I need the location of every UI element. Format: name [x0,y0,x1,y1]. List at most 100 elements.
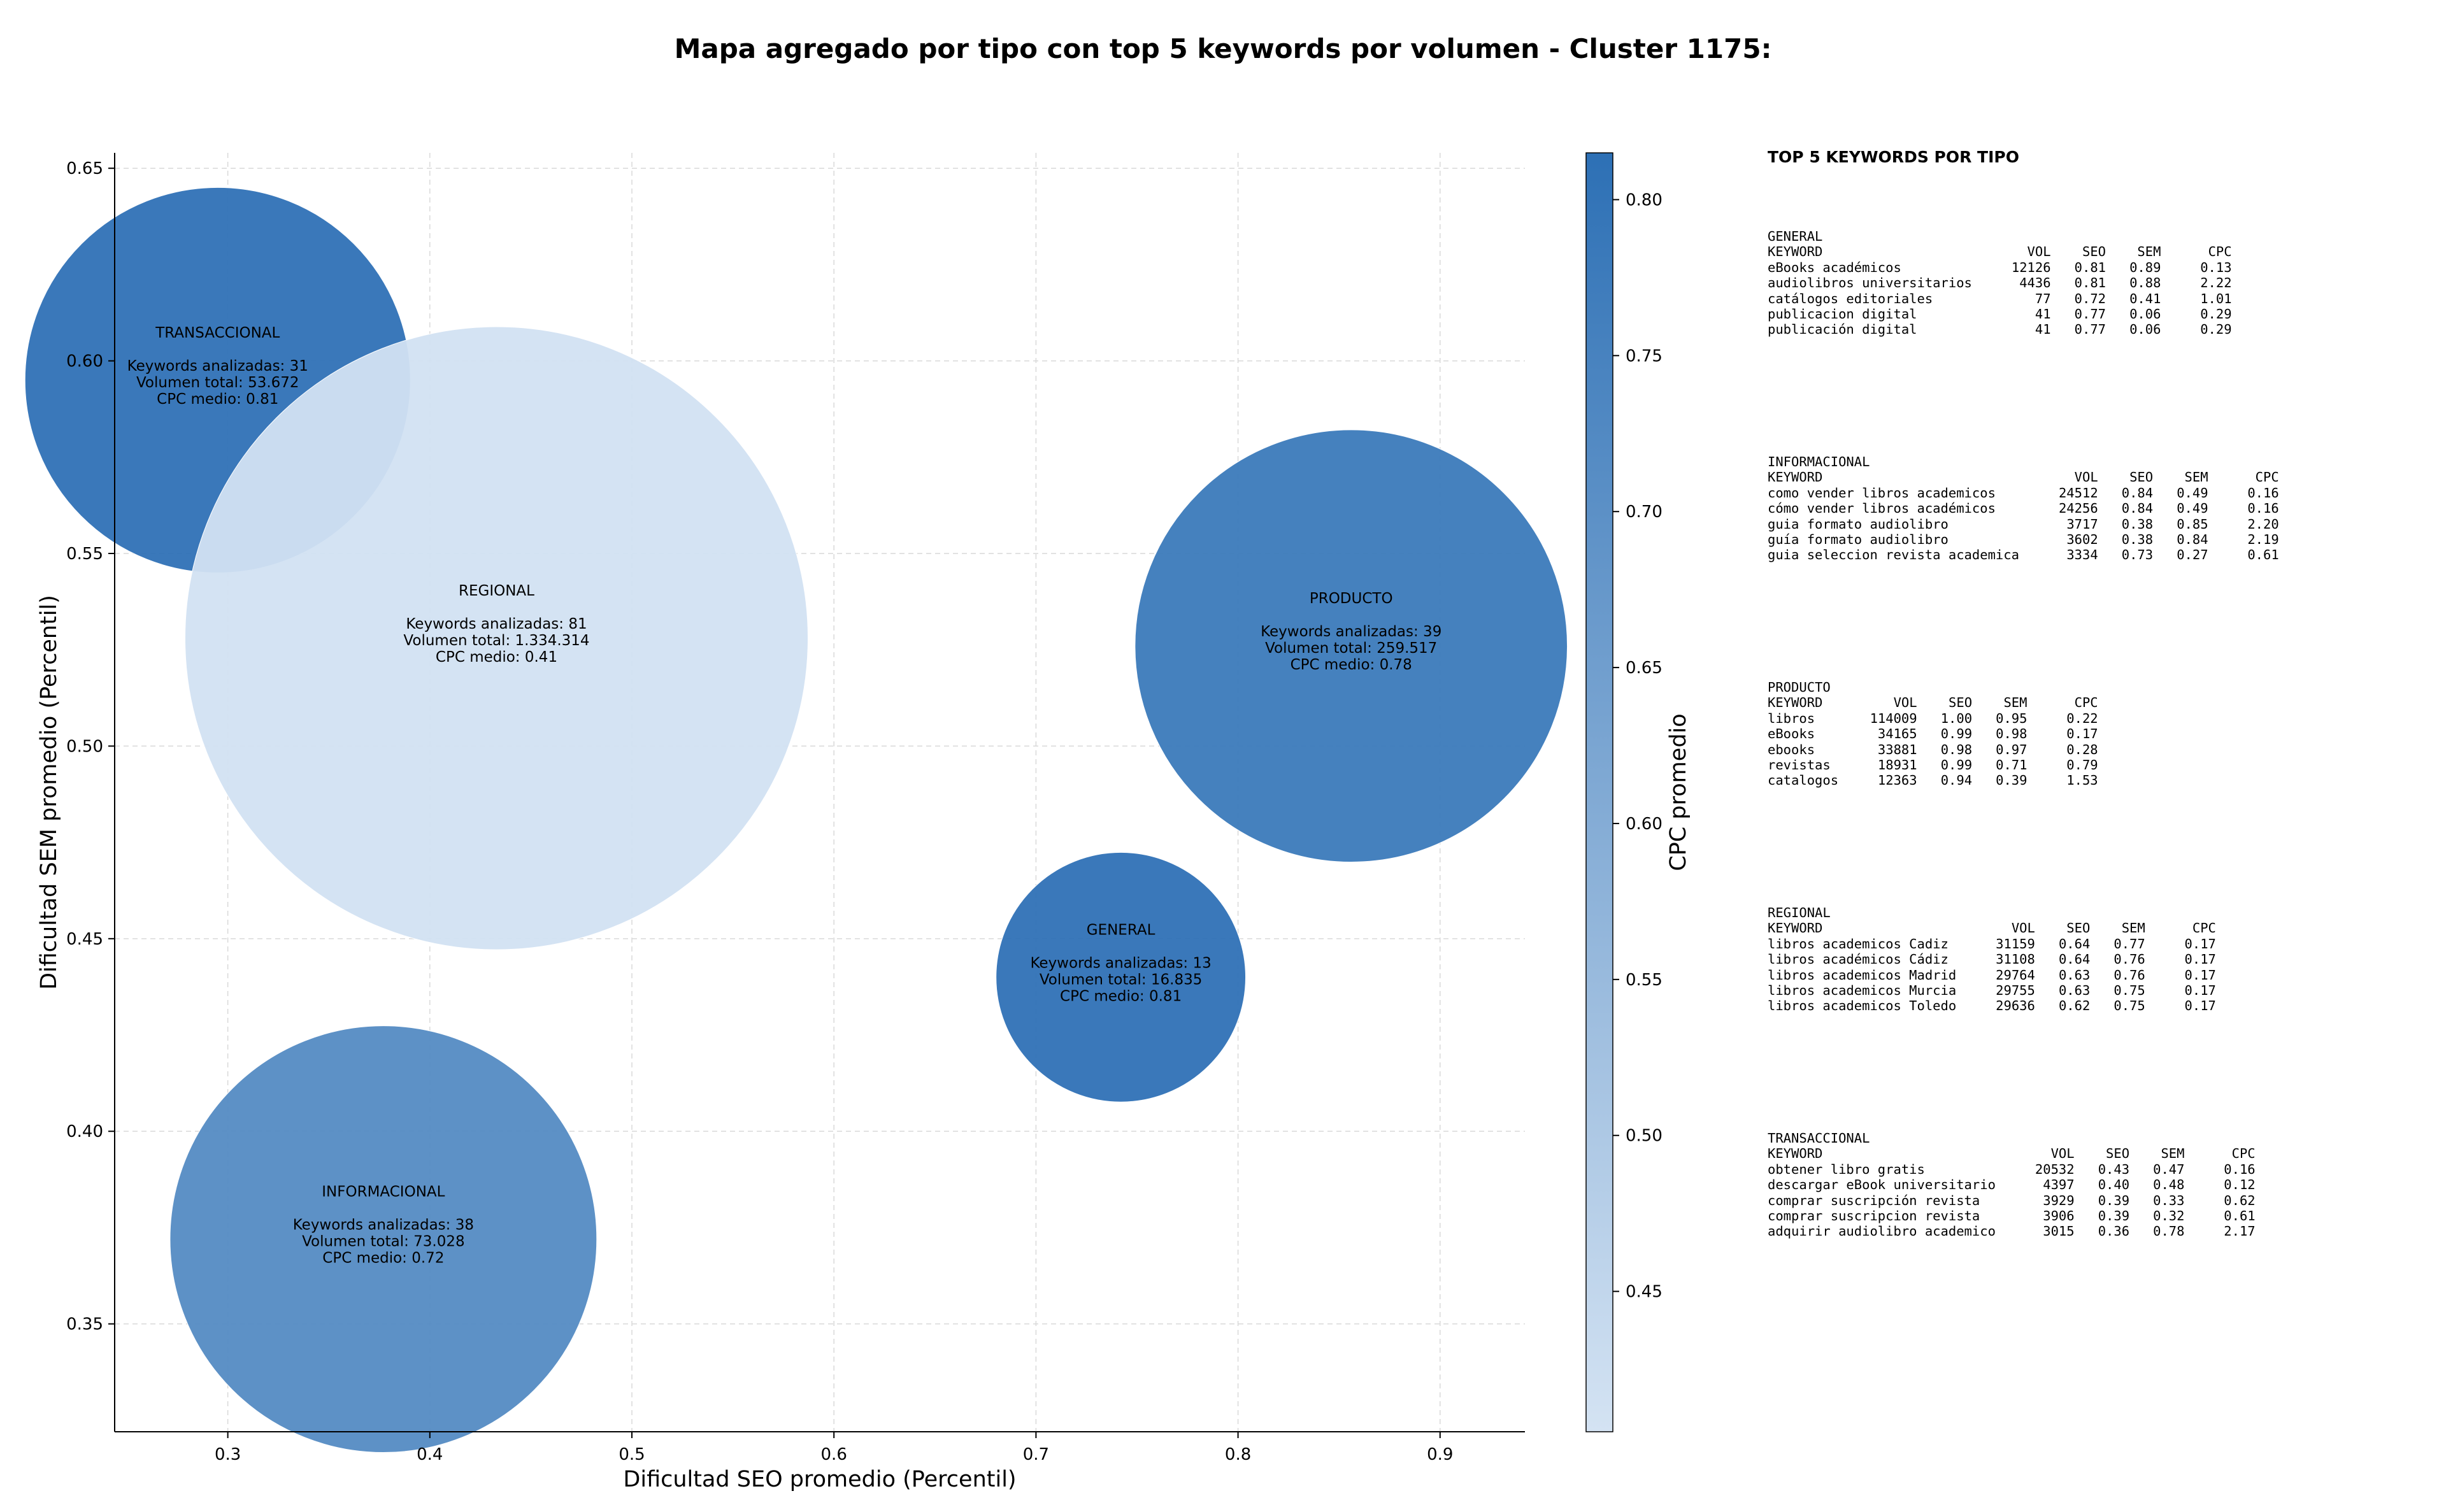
keyword-cell: 77 [2035,290,2051,306]
keyword-cell: 24512 [2058,485,2098,501]
keyword-cell: 0.94 [1940,773,1973,788]
keyword-cell: 0.88 [2129,275,2161,291]
keyword-cell: 41 [2035,306,2051,322]
bubble-label-volume-label: Volumen total: 53.672 [136,374,299,391]
keyword-cell: 0.39 [2098,1192,2130,1208]
keyword-cell: 0.39 [2098,1208,2130,1223]
keyword-row: como vender libros academicos 24512 0.84 0.… [1768,485,2430,501]
keyword-row: libros académicos Cádiz 31108 0.64 0.76 0.17 [1768,952,2430,967]
keyword-cell: 1.00 [1940,710,1973,726]
keyword-cell: 0.85 [2177,516,2208,532]
colorbar-tick-label: 0.55 [1626,971,1663,990]
keyword-header-cell: SEM [2161,1146,2185,1162]
keyword-header-cell: VOL [2050,1146,2075,1162]
keyword-header-cell: CPC [2255,469,2279,485]
ticks: 0.3 0.4 0.5 0.6 0.7 0.8 0.9 0.35 0.40 0.45 0.50 0.5… [66,159,1453,1464]
y-tick-label: 0.65 [66,159,103,178]
bubble-label-keywords-label: Keywords analizadas: 39 [1261,624,1441,640]
x-tick-label: 0.7 [1023,1445,1049,1464]
bubble-label-cpc-label: CPC medio: 0.78 [1291,657,1412,673]
keyword-group-general: GENERAL KEYWORD VOL SEO SEM CPC eBooks académi… [1768,229,2430,454]
keyword-cell: 0.17 [2184,967,2216,983]
bubble-label-volume-label: Volumen total: 259.517 [1265,640,1437,657]
keyword-cell: 0.17 [2184,952,2216,967]
keyword-cell: catalogos [1768,773,1839,788]
keyword-row: eBooks 34165 0.99 0.98 0.17 [1768,726,2430,741]
keyword-cell: 3015 [2043,1223,2075,1239]
keyword-cell: eBooks [1768,726,1815,742]
keyword-cell: 0.73 [2121,547,2154,563]
keyword-cell: 0.17 [2184,982,2216,998]
keyword-cell: 0.47 [2153,1161,2185,1177]
keyword-row: ebooks 33881 0.98 0.97 0.28 [1768,742,2430,757]
keyword-cell: 0.41 [2129,290,2161,306]
keyword-row: guia seleccion revista academica 3334 0.73… [1768,547,2430,562]
keyword-cell: 34165 [1877,726,1917,742]
axes [114,153,1525,1432]
bubble-label-cpc-label: CPC medio: 0.81 [1060,988,1182,1004]
x-tick-label: 0.6 [821,1445,847,1464]
keyword-header-cell: KEYWORD [1768,1146,1823,1162]
keyword-row: adquirir audiolibro academico 3015 0.36 0.7… [1768,1223,2430,1239]
keyword-header-cell: SEO [2129,469,2154,485]
keyword-cell: descargar eBook universitario [1768,1177,1996,1193]
keyword-row: libros academicos Cadiz 31159 0.64 0.77 0.17 [1768,936,2430,952]
keyword-row: comprar suscripcion revista 3906 0.39 0.32 0… [1768,1208,2430,1223]
keyword-cell: 4436 [2019,275,2051,291]
keyword-header-cell: SEM [2121,920,2145,936]
keyword-group-informacional: INFORMACIONAL KEYWORD VOL SEO SEM CPC como ven… [1768,454,2430,680]
keyword-group-name: TRANSACCIONAL [1768,1130,1870,1146]
keyword-cell: 0.61 [2224,1208,2256,1223]
keyword-cell: 0.76 [2113,967,2145,983]
keyword-cell: 0.99 [1940,726,1973,742]
keyword-header-cell: CPC [2192,920,2216,936]
keyword-cell: ebooks [1768,741,1815,757]
colorbar-tick-label: 0.45 [1626,1283,1663,1302]
keywords-panel-title: TOP 5 KEYWORDS POR TIPO [1768,148,2019,166]
colorbar: 0.45 0.50 0.55 0.60 0.65 0.70 0.75 0.80 CPC pro… [1585,152,1691,1432]
keyword-cell: 0.81 [2074,259,2106,275]
keyword-cell: 0.84 [2177,531,2208,547]
keyword-cell: 0.32 [2153,1208,2185,1223]
keyword-group-producto: PRODUCTO KEYWORD VOL SEO SEM CPC libros 114009 1… [1768,680,2430,905]
y-axis-label: Dificultad SEM promedio (Percentil) [36,595,62,990]
colorbar-gradient [1585,152,1613,1432]
keyword-header-cell: VOL [1893,695,1917,711]
keyword-cell: 0.39 [1996,773,2028,788]
keyword-cell: 0.12 [2224,1177,2256,1193]
keyword-header-cell: SEM [2003,695,2028,711]
keyword-cell: 0.84 [2121,501,2154,517]
bubble-circle [996,852,1247,1102]
keyword-cell: 0.72 [2074,290,2106,306]
keyword-cell: 29636 [1996,998,2035,1014]
y-tick-label: 0.35 [66,1315,103,1334]
keyword-cell: 18931 [1877,757,1917,773]
keyword-cell: cómo vender libros académicos [1768,501,1996,517]
keyword-cell: eBooks académicos [1768,259,1901,275]
y-tick-label: 0.45 [66,930,103,949]
keyword-cell: 0.84 [2121,485,2154,501]
keyword-row: revistas 18931 0.99 0.71 0.79 [1768,757,2430,773]
keyword-row: cómo vender libros académicos 24256 0.84 0.… [1768,501,2430,516]
keyword-header-cell: CPC [2208,244,2232,260]
keyword-cell: 0.63 [2058,967,2091,983]
keyword-row: guía formato audiolibro 3602 0.38 0.84 2.19 [1768,532,2430,547]
keyword-row: publicación digital 41 0.77 0.06 0.29 [1768,322,2430,337]
keyword-row: catálogos editoriales 77 0.72 0.41 1.01 [1768,291,2430,306]
keyword-table-header: KEYWORD VOL SEO SEM CPC [1768,695,2430,710]
colorbar-ticks: 0.45 0.50 0.55 0.60 0.65 0.70 0.75 0.80 [1613,190,1663,1302]
keyword-table-header: KEYWORD VOL SEO SEM CPC [1768,244,2430,259]
keyword-cell: 1.53 [2066,773,2098,788]
keyword-table-header: KEYWORD VOL SEO SEM CPC [1768,469,2430,485]
keyword-header-cell: CPC [2231,1146,2256,1162]
keyword-cell: 0.48 [2153,1177,2185,1193]
keyword-cell: 0.89 [2129,259,2161,275]
bubble-informacional: INFORMACIONAL Keywords analizadas: 38Volu… [169,1025,597,1453]
keyword-cell: publicación digital [1768,322,1917,338]
y-tick-label: 0.55 [66,545,103,564]
keyword-cell: 0.33 [2153,1192,2185,1208]
x-tick-label: 0.5 [619,1445,645,1464]
keyword-cell: 29755 [1996,982,2035,998]
